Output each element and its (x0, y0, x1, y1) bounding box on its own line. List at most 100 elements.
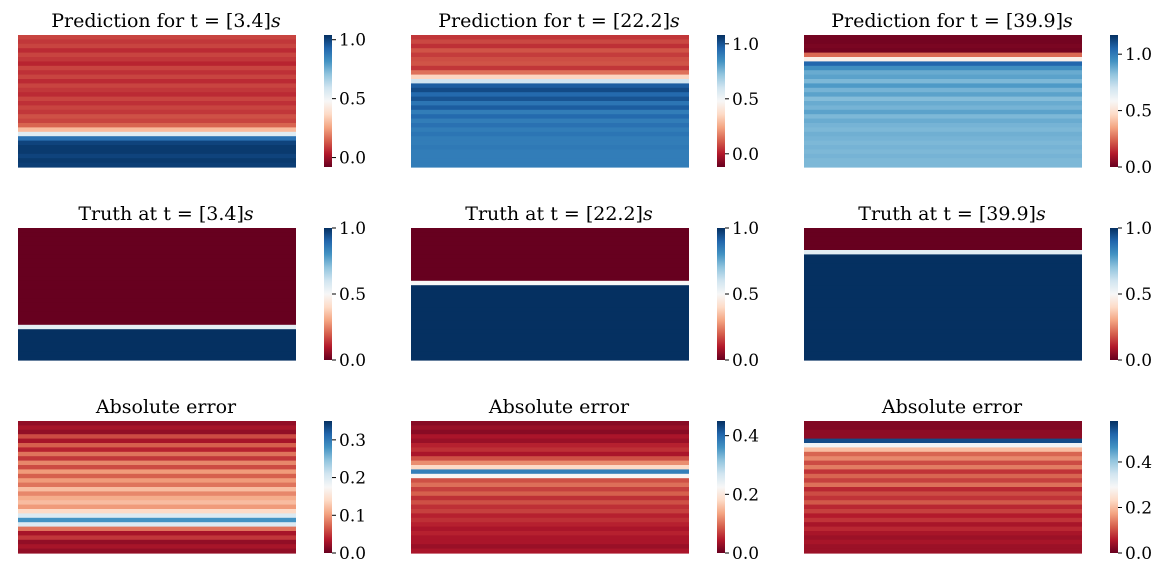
heatmap-row (18, 443, 296, 448)
heatmap-row (804, 469, 1082, 475)
heatmap-svg: 0.0 0.5 1.0 (411, 35, 759, 168)
heatmap-row (411, 531, 689, 536)
heatmap-row (804, 149, 1082, 155)
heatmap-row (804, 35, 1082, 40)
heatmap-row (411, 149, 689, 155)
heatmap-row (411, 87, 689, 93)
heatmap-row (411, 429, 689, 435)
heatmap-row (18, 241, 296, 247)
colorbar-tick-label: 0.5 (732, 90, 759, 110)
heatmap-row (18, 61, 296, 67)
heatmap-row (804, 52, 1082, 58)
panel-title-text: Absolute error (488, 396, 630, 418)
heatmap-row (411, 526, 689, 532)
heatmap-row (804, 478, 1082, 484)
heatmap-row (411, 65, 689, 71)
heatmap-row (804, 276, 1082, 282)
colorbar-tick-label: 1.0 (1125, 219, 1152, 239)
heatmap-row (18, 276, 296, 282)
heatmap-row (411, 491, 689, 497)
colorbar-tick-label: 0.2 (1125, 498, 1152, 518)
heatmap-row (411, 118, 689, 124)
heatmap-row (411, 57, 689, 62)
heatmap-row (804, 421, 1082, 426)
heatmap-row (18, 302, 296, 308)
heatmap-row (18, 473, 296, 479)
heatmap-row (18, 338, 296, 343)
heatmap-row (411, 145, 689, 150)
colorbar-tick-label: 0.0 (732, 351, 759, 371)
colorbar-tick-label: 1.0 (339, 31, 366, 51)
heatmap-row (18, 434, 296, 440)
heatmap-row (411, 535, 689, 541)
heatmap-row (411, 298, 689, 304)
heatmap-svg: 0.0 0.2 0.4 (411, 421, 759, 564)
heatmap-row (411, 276, 689, 282)
heatmap-row (804, 504, 1082, 510)
heatmap-row (411, 48, 689, 54)
heatmap-row (804, 272, 1082, 277)
heatmap-row (804, 333, 1082, 339)
heatmap-row (804, 48, 1082, 54)
heatmap-row (18, 35, 296, 40)
heatmap-row (18, 57, 296, 62)
colorbar-tick-label: 0.0 (732, 544, 759, 564)
heatmap-panel: Absolute error 0.0 0.2 0.4 (804, 392, 1161, 577)
heatmap-row (804, 451, 1082, 457)
colorbar-tick-label: 0.4 (1125, 453, 1152, 473)
heatmap-row (804, 351, 1082, 357)
heatmap-row (804, 79, 1082, 84)
colorbar-tick-label: 0.2 (339, 469, 366, 489)
heatmap-row (18, 43, 296, 49)
heatmap-row (411, 52, 689, 58)
colorbar (324, 35, 332, 167)
heatmap-row (804, 101, 1082, 106)
heatmap-row (18, 263, 296, 269)
heatmap-row (804, 346, 1082, 352)
heatmap-row (411, 425, 689, 431)
heatmap-row (18, 136, 296, 142)
heatmap-row (411, 92, 689, 98)
colorbar (717, 228, 725, 360)
heatmap-row (804, 83, 1082, 89)
heatmap-row (18, 158, 296, 164)
heatmap-row (411, 504, 689, 510)
heatmap-row (804, 140, 1082, 146)
heatmap-row (804, 263, 1082, 269)
heatmap-row (411, 245, 689, 251)
heatmap-row (18, 236, 296, 242)
heatmap-row (18, 535, 296, 541)
heatmap-row (18, 522, 296, 528)
heatmap-row (18, 548, 296, 554)
heatmap-row (411, 447, 689, 453)
heatmap-svg: 0.0 0.5 1.0 (18, 31, 366, 169)
heatmap-row (804, 158, 1082, 164)
heatmap-row (804, 87, 1082, 93)
heatmap-row (804, 544, 1082, 550)
heatmap-row (411, 329, 689, 335)
heatmap-row (18, 526, 296, 532)
heatmap-row (18, 127, 296, 133)
heatmap-row (18, 355, 296, 361)
heatmap-row (804, 342, 1082, 348)
heatmap-row (804, 338, 1082, 343)
colorbar-tick-label: 1.0 (732, 219, 759, 239)
heatmap-row (411, 136, 689, 142)
heatmap-row (804, 57, 1082, 62)
heatmap-row (804, 285, 1082, 291)
heatmap-row (18, 228, 296, 233)
heatmap-row (18, 289, 296, 295)
heatmap-row (804, 236, 1082, 242)
panel-title: Absolute error (18, 396, 314, 418)
heatmap-row (18, 478, 296, 484)
colorbar-tick-label: 0.2 (732, 485, 759, 505)
panel-title: Truth at t = [39.9]s (804, 203, 1100, 225)
heatmap-row (804, 153, 1082, 159)
heatmap-row (411, 539, 689, 545)
heatmap-row (411, 342, 689, 348)
colorbar-tick-label: 1.0 (732, 35, 759, 55)
panel-title: Prediction for t = [39.9]s (804, 10, 1100, 32)
heatmap-row (411, 61, 689, 67)
heatmap-row (804, 539, 1082, 545)
heatmap-row (411, 39, 689, 45)
